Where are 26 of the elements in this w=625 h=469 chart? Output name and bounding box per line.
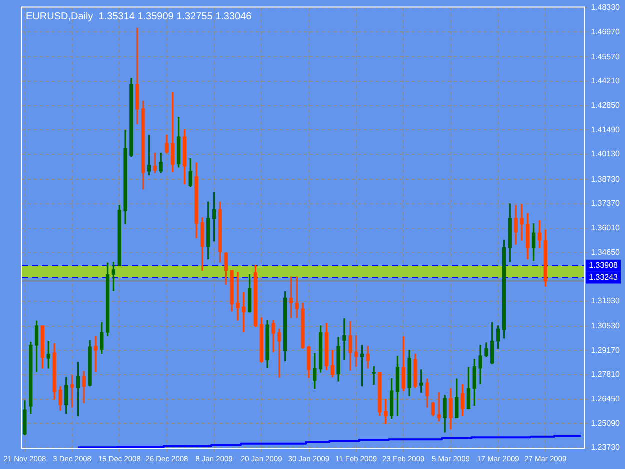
candlestick [342, 318, 346, 360]
y-tick-label: 1.37370 [591, 199, 621, 208]
candlestick [236, 272, 240, 321]
y-tick-label: 1.42850 [591, 101, 621, 110]
y-tick-label: 1.41490 [591, 125, 621, 134]
ref-line-label: 1.33908 [589, 261, 619, 270]
y-tick-label: 1.34650 [591, 248, 621, 257]
y-tick-label: 1.27810 [591, 370, 621, 380]
y-tick-label: 1.44210 [591, 76, 621, 86]
y-tick-label: 1.23730 [591, 443, 621, 452]
y-tick-label: 1.46970 [591, 27, 621, 36]
candlestick [372, 366, 376, 385]
y-tick-label: 1.38730 [591, 174, 621, 184]
y-tick-label: 1.36010 [591, 223, 621, 232]
y-tick-label: 1.26450 [591, 394, 621, 404]
candlestick [520, 204, 524, 241]
y-tick-label: 1.45570 [591, 52, 621, 62]
chart-title: EURUSD,Daily 1.35314 1.35909 1.32755 1.33046 [26, 12, 252, 23]
y-tick-label: 1.31930 [591, 296, 621, 306]
y-tick-label: 1.48330 [591, 3, 621, 12]
y-tick-label: 1.30530 [591, 322, 621, 331]
y-tick-label: 1.29170 [591, 346, 621, 355]
y-tick-label: 1.40130 [591, 150, 621, 159]
y-tick-label: 1.25090 [591, 418, 621, 428]
candlestick [94, 336, 98, 372]
ref-line-label: 1.33243 [589, 272, 619, 282]
